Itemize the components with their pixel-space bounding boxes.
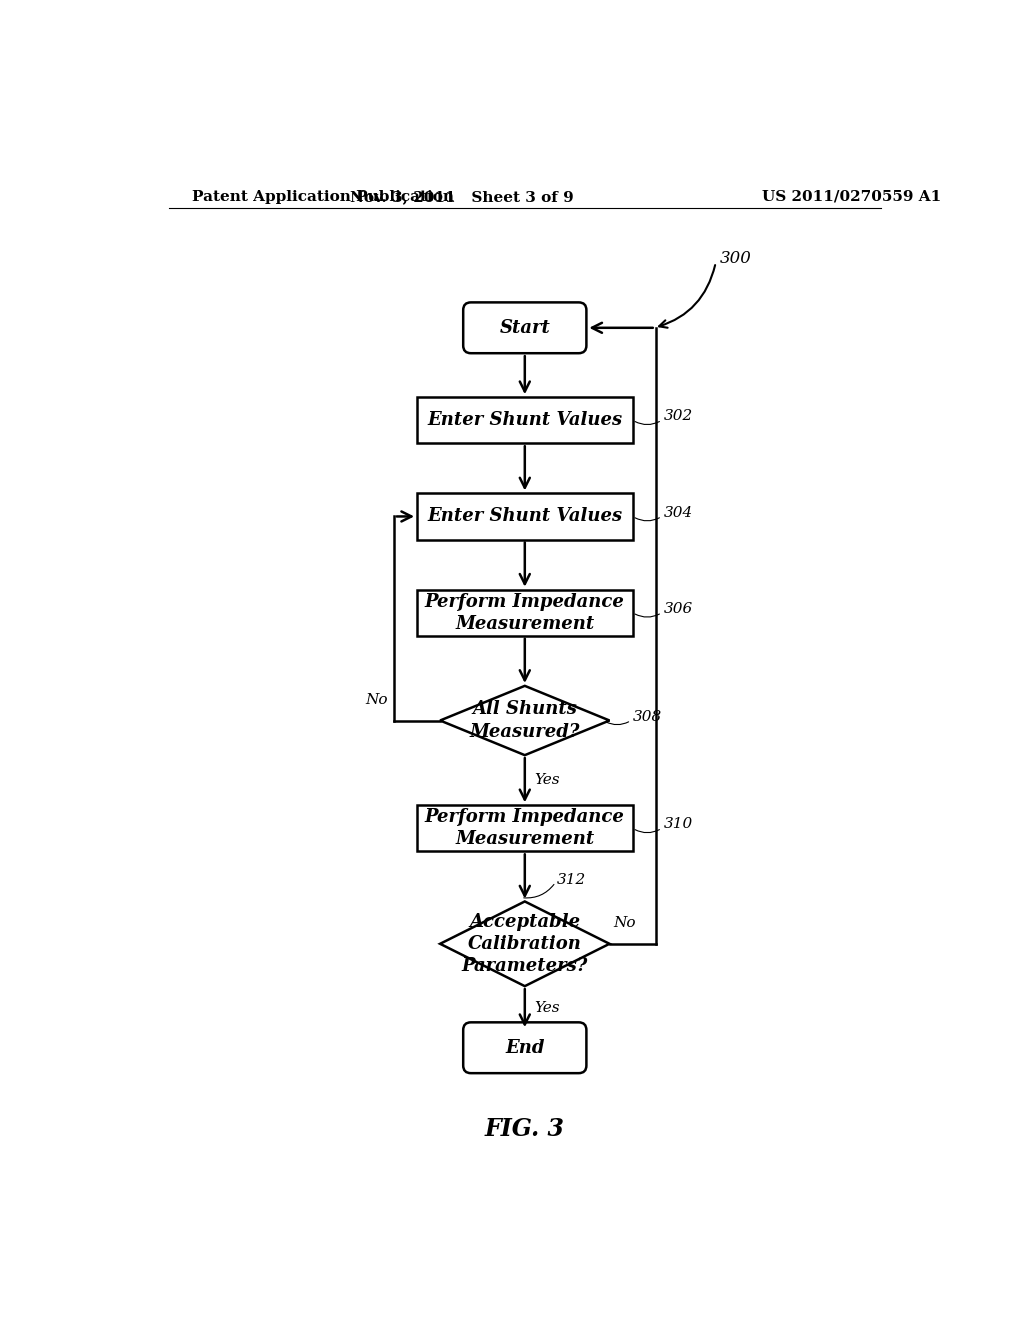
Text: 306: 306 <box>664 602 692 616</box>
Text: 300: 300 <box>720 249 752 267</box>
Text: US 2011/0270559 A1: US 2011/0270559 A1 <box>762 190 941 203</box>
Text: End: End <box>505 1039 545 1057</box>
FancyBboxPatch shape <box>417 590 633 636</box>
FancyBboxPatch shape <box>463 1022 587 1073</box>
Text: Enter Shunt Values: Enter Shunt Values <box>427 507 623 525</box>
Text: Yes: Yes <box>535 1001 560 1015</box>
Text: Perform Impedance
Measurement: Perform Impedance Measurement <box>425 808 625 849</box>
FancyBboxPatch shape <box>417 494 633 540</box>
Polygon shape <box>440 902 609 986</box>
Text: 304: 304 <box>664 506 692 520</box>
Text: Yes: Yes <box>535 774 560 787</box>
Text: 310: 310 <box>664 817 692 832</box>
Text: Nov. 3, 2011   Sheet 3 of 9: Nov. 3, 2011 Sheet 3 of 9 <box>350 190 573 203</box>
Text: FIG. 3: FIG. 3 <box>484 1117 565 1140</box>
Text: Enter Shunt Values: Enter Shunt Values <box>427 412 623 429</box>
Text: 302: 302 <box>664 409 692 424</box>
FancyBboxPatch shape <box>417 805 633 851</box>
Polygon shape <box>440 686 609 755</box>
Text: 312: 312 <box>557 873 587 887</box>
Text: No: No <box>366 693 388 706</box>
Text: Patent Application Publication: Patent Application Publication <box>193 190 455 203</box>
Text: 308: 308 <box>633 710 662 723</box>
Text: Acceptable
Calibration
Parameters?: Acceptable Calibration Parameters? <box>462 912 588 975</box>
Text: No: No <box>613 916 636 929</box>
Text: All Shunts
Measured?: All Shunts Measured? <box>470 701 580 741</box>
FancyBboxPatch shape <box>463 302 587 354</box>
FancyBboxPatch shape <box>417 397 633 444</box>
Text: Perform Impedance
Measurement: Perform Impedance Measurement <box>425 593 625 632</box>
Text: Start: Start <box>500 319 550 337</box>
